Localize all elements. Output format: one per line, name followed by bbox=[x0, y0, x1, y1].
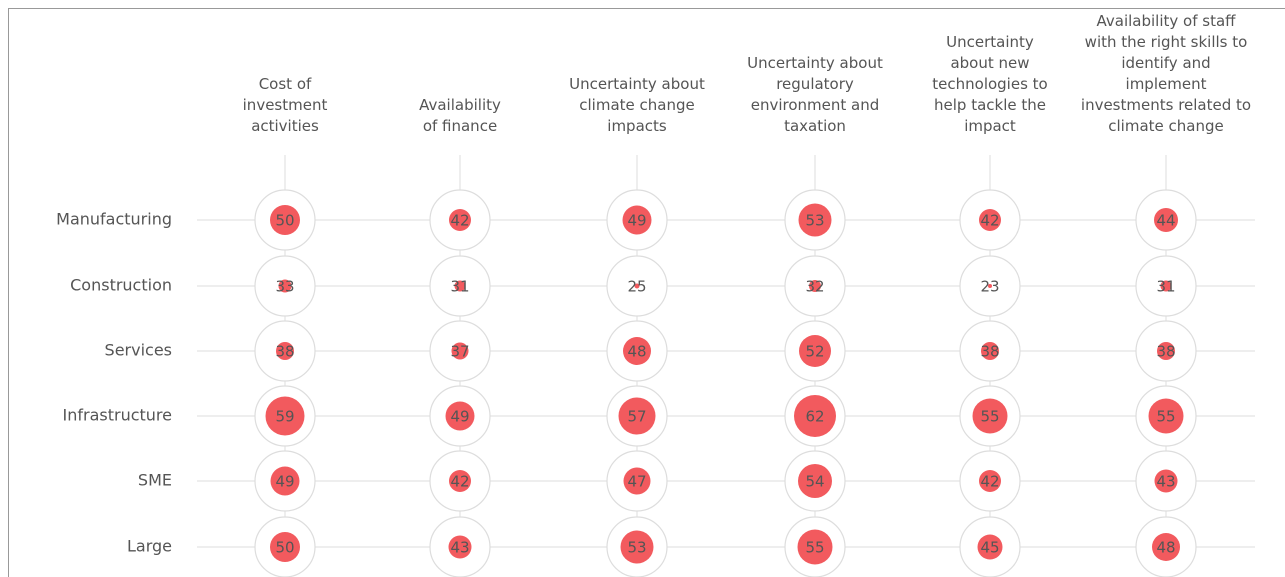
bubble bbox=[634, 283, 640, 289]
bubble-label: 52 bbox=[805, 343, 824, 361]
column-header: Uncertainty about climate change impacts bbox=[569, 75, 705, 135]
bubble bbox=[1157, 342, 1175, 360]
bubble bbox=[270, 466, 300, 496]
bubble bbox=[620, 530, 654, 564]
bubble bbox=[797, 529, 833, 565]
bubble bbox=[270, 205, 300, 235]
bubble bbox=[798, 203, 832, 237]
bubble bbox=[265, 396, 305, 436]
bubble bbox=[276, 342, 294, 360]
bubble bbox=[794, 395, 836, 437]
bubble-label: 44 bbox=[1156, 212, 1175, 230]
bubble-label: 49 bbox=[627, 212, 646, 230]
bubble-label: 43 bbox=[1156, 473, 1175, 491]
bubble bbox=[1160, 280, 1172, 292]
row-label: SME bbox=[138, 471, 172, 490]
bubble-label: 32 bbox=[805, 278, 824, 296]
bubble-label: 53 bbox=[805, 212, 824, 230]
bubble bbox=[618, 397, 656, 435]
bubble bbox=[270, 532, 300, 562]
column-header: Uncertainty about regulatory environment… bbox=[747, 54, 883, 135]
bubble-label: 48 bbox=[1156, 539, 1175, 557]
bubble-label: 50 bbox=[275, 212, 294, 230]
bubble-label: 50 bbox=[275, 539, 294, 557]
bubble bbox=[988, 284, 992, 288]
bubble bbox=[1148, 398, 1184, 434]
bubble bbox=[972, 398, 1008, 434]
column-header: Availability of finance bbox=[419, 96, 501, 135]
bubble bbox=[454, 280, 466, 292]
bubble bbox=[1154, 208, 1178, 232]
bubble bbox=[622, 205, 652, 235]
bubble-label: 54 bbox=[805, 473, 824, 491]
row-label: Construction bbox=[70, 276, 172, 295]
bubble-label: 31 bbox=[1156, 278, 1175, 296]
bubble bbox=[445, 401, 475, 431]
bubble-label: 49 bbox=[450, 408, 469, 426]
bubble bbox=[809, 280, 821, 292]
bubble-label: 25 bbox=[627, 278, 646, 296]
bubble-label: 59 bbox=[275, 408, 294, 426]
row-label: Large bbox=[127, 537, 172, 556]
bubble-label: 43 bbox=[450, 539, 469, 557]
bubble-label: 48 bbox=[627, 343, 646, 361]
bubble bbox=[451, 342, 469, 360]
bubble-label: 38 bbox=[1156, 343, 1175, 361]
bubble bbox=[1154, 469, 1178, 493]
bubble-label: 38 bbox=[980, 343, 999, 361]
bubble bbox=[623, 467, 651, 495]
bubble-label: 57 bbox=[627, 408, 646, 426]
bubble-label: 42 bbox=[980, 212, 999, 230]
bubble bbox=[799, 335, 831, 367]
bubble-label: 23 bbox=[980, 278, 999, 296]
bubble-label: 33 bbox=[275, 278, 294, 296]
bubble-label: 55 bbox=[805, 539, 824, 557]
bubble-label: 37 bbox=[450, 343, 469, 361]
bubble bbox=[448, 535, 472, 559]
bubble-label: 49 bbox=[275, 473, 294, 491]
bubble bbox=[981, 342, 999, 360]
column-header: Cost of investment activities bbox=[242, 75, 328, 135]
row-label: Infrastructure bbox=[63, 406, 172, 425]
bubble bbox=[979, 470, 1001, 492]
row-label: Manufacturing bbox=[56, 210, 172, 229]
bubble-label: 62 bbox=[805, 408, 824, 426]
column-header: Uncertainty about new technologies to he… bbox=[932, 33, 1048, 135]
bubble-label: 42 bbox=[450, 473, 469, 491]
bubble bbox=[449, 470, 471, 492]
bubble-label: 47 bbox=[627, 473, 646, 491]
bubble bbox=[979, 209, 1001, 231]
bubble bbox=[1152, 533, 1180, 561]
bubble-label: 42 bbox=[980, 473, 999, 491]
bubble bbox=[977, 534, 1003, 560]
bubble-label: 55 bbox=[980, 408, 999, 426]
bubble bbox=[278, 279, 292, 293]
bubble-label: 38 bbox=[275, 343, 294, 361]
row-label: Services bbox=[105, 341, 172, 360]
bubble bbox=[449, 209, 471, 231]
bubble-label: 45 bbox=[980, 539, 999, 557]
bubble-label: 53 bbox=[627, 539, 646, 557]
bubble-label: 42 bbox=[450, 212, 469, 230]
bubble-label: 31 bbox=[450, 278, 469, 296]
bubble bbox=[623, 337, 651, 365]
column-header: Availability of staff with the right ski… bbox=[1080, 12, 1252, 135]
bubble-label: 55 bbox=[1156, 408, 1175, 426]
bubble bbox=[798, 464, 832, 498]
